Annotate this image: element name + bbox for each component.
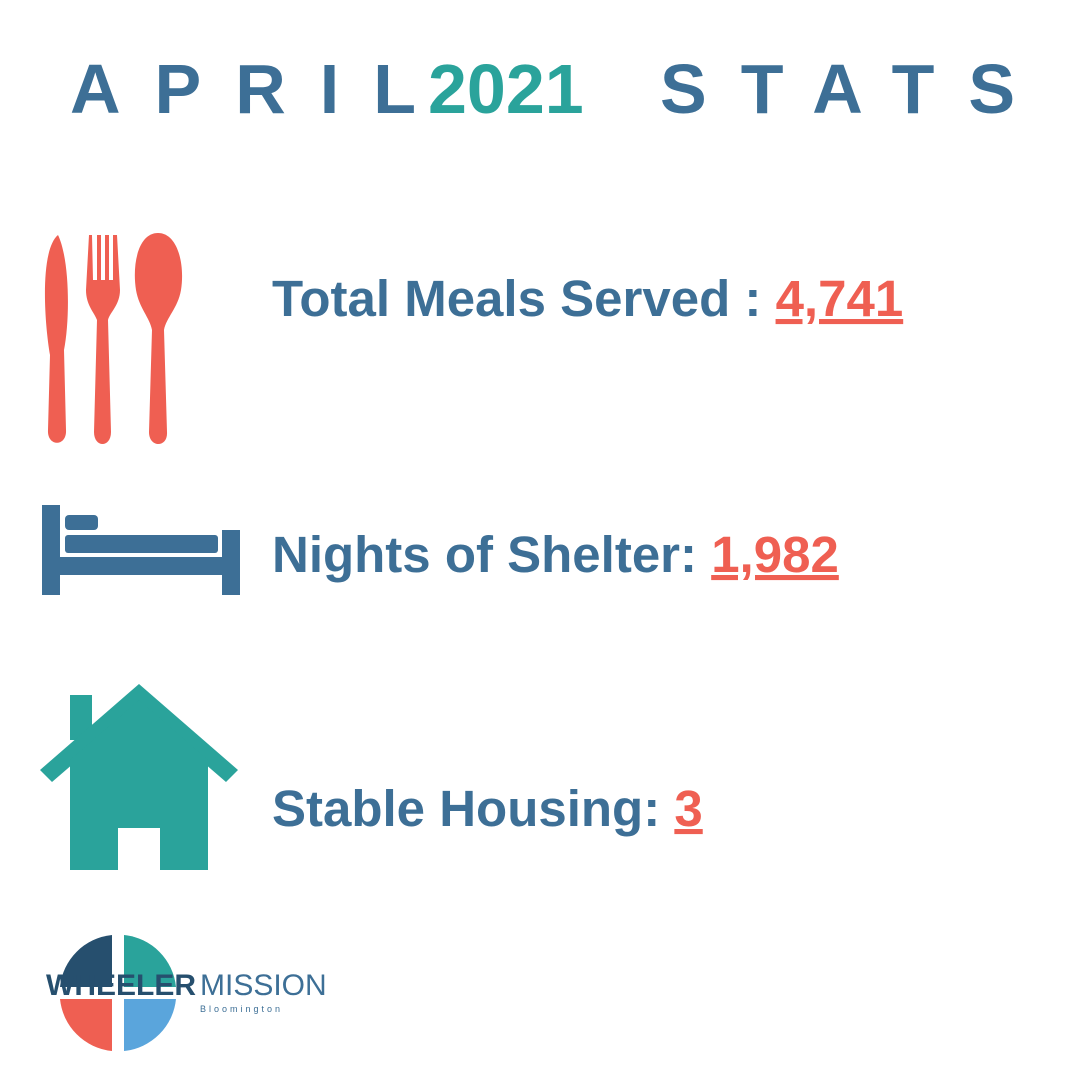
title-year: 2021 bbox=[428, 50, 584, 128]
cutlery-icon bbox=[44, 233, 183, 444]
logo-location: Bloomington bbox=[200, 1004, 283, 1014]
logo-mark bbox=[60, 935, 176, 1051]
stat-line: Stable Housing: 3 bbox=[272, 780, 703, 837]
stat-line: Nights of Shelter: 1,982 bbox=[272, 526, 839, 583]
bed-icon bbox=[42, 505, 240, 595]
stat-value: 1,982 bbox=[711, 526, 839, 583]
stat-line: Total Meals Served : 4,741 bbox=[272, 270, 903, 327]
logo-light: MISSION bbox=[200, 969, 327, 1002]
logo-bold: WHEELER bbox=[46, 969, 196, 1002]
stat-label: Total Meals Served : bbox=[272, 270, 776, 327]
stat-label: Nights of Shelter: bbox=[272, 526, 711, 583]
stat-value: 3 bbox=[674, 780, 702, 837]
stat-label: Stable Housing: bbox=[272, 780, 674, 837]
logo-text: WHEELER MISSION bbox=[46, 969, 327, 1002]
title-start: APRIL bbox=[70, 50, 450, 128]
house-icon bbox=[40, 684, 238, 870]
stat-value: 4,741 bbox=[776, 270, 904, 327]
title-end: STATS bbox=[660, 50, 1049, 128]
